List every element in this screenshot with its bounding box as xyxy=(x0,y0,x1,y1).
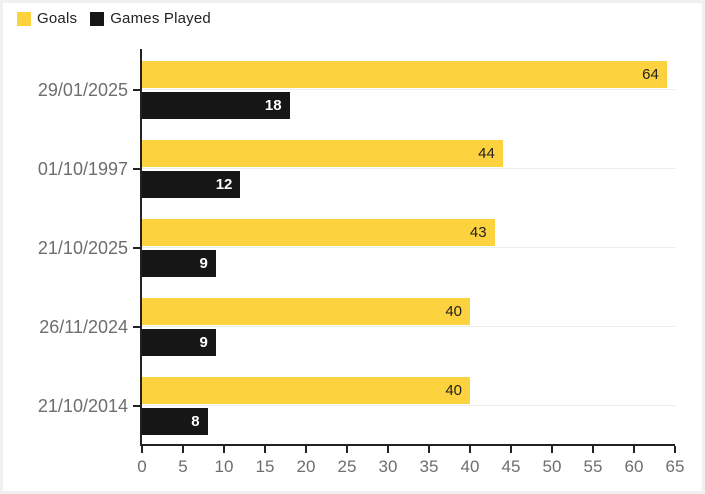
category-row: 01/10/1997 44 12 xyxy=(38,128,675,207)
bar-value-label: 9 xyxy=(199,334,208,351)
bar-games-played[interactable]: 8 xyxy=(142,408,208,435)
x-axis-tick xyxy=(264,446,266,453)
x-axis-tick-label: 30 xyxy=(378,457,398,476)
bar-goals[interactable]: 44 xyxy=(142,140,503,167)
bar-value-label: 8 xyxy=(191,413,200,430)
category-gridline xyxy=(142,326,675,327)
legend-swatch-icon xyxy=(17,11,31,26)
x-axis-tick-label: 55 xyxy=(583,457,603,476)
x-axis-tick-label: 0 xyxy=(137,457,147,476)
category-row: 29/01/2025 64 18 xyxy=(38,49,675,128)
category-gridline xyxy=(142,168,675,169)
x-axis-line xyxy=(140,444,675,446)
x-axis-tick xyxy=(141,446,143,453)
x-axis-tick xyxy=(674,446,676,453)
category-tick xyxy=(133,326,140,328)
x-axis-tick-label: 35 xyxy=(419,457,439,476)
category-row: 26/11/2024 40 9 xyxy=(39,286,675,365)
bar-goals[interactable]: 43 xyxy=(142,219,495,246)
legend-label: Games Played xyxy=(110,10,211,27)
bar-goals[interactable]: 64 xyxy=(142,61,667,88)
x-axis-tick xyxy=(182,446,184,453)
legend-label: Goals xyxy=(37,10,78,27)
bar-value-label: 40 xyxy=(445,382,462,399)
category-tick xyxy=(133,247,140,249)
category-label: 26/11/2024 xyxy=(39,317,128,337)
category-gridline xyxy=(142,247,675,248)
x-axis-tick xyxy=(551,446,553,453)
x-axis-tick-label: 45 xyxy=(501,457,521,476)
category-tick xyxy=(133,405,140,407)
bar-value-label: 44 xyxy=(478,145,495,162)
x-axis-tick-label: 40 xyxy=(460,457,480,476)
x-axis-tick xyxy=(428,446,430,453)
bar-goals[interactable]: 40 xyxy=(142,377,470,404)
bar-games-played[interactable]: 12 xyxy=(142,171,241,198)
bar-value-label: 43 xyxy=(469,224,487,241)
bar-games-played[interactable]: 9 xyxy=(142,250,216,277)
bar-value-label: 18 xyxy=(264,97,282,114)
legend-swatch-icon xyxy=(90,11,105,26)
plot-area: 29/01/2025 64 18 01/10/1997 44 12 21/10/2025 43… xyxy=(38,49,684,476)
x-axis-tick-label: 10 xyxy=(214,457,234,476)
x-axis-tick-label: 60 xyxy=(624,457,644,476)
x-axis-tick xyxy=(223,446,225,453)
x-axis-tick-label: 65 xyxy=(665,457,685,476)
x-axis-tick-label: 20 xyxy=(296,457,316,476)
legend-item-games-played[interactable]: Games Played xyxy=(90,10,211,27)
x-axis-tick xyxy=(387,446,389,453)
category-tick xyxy=(133,89,140,91)
bar-value-label: 40 xyxy=(445,303,462,320)
category-gridline xyxy=(142,405,675,406)
x-axis-tick xyxy=(633,446,635,453)
x-axis-tick-label: 15 xyxy=(255,457,275,476)
category-gridline xyxy=(142,89,675,90)
y-axis-line xyxy=(140,49,142,446)
bar-value-label: 64 xyxy=(642,66,659,83)
x-axis-tick xyxy=(305,446,307,453)
x-axis-tick-label: 25 xyxy=(337,457,357,476)
category-label: 01/10/1997 xyxy=(37,159,128,179)
x-axis-tick-label: 5 xyxy=(178,457,188,476)
category-label: 21/10/2014 xyxy=(37,396,128,416)
x-axis-tick xyxy=(510,446,512,453)
category-row: 21/10/2014 40 8 xyxy=(38,365,675,444)
bar-games-played[interactable]: 18 xyxy=(142,92,290,119)
bar-value-label: 12 xyxy=(215,176,233,193)
x-axis-tick xyxy=(592,446,594,453)
category-row: 21/10/2025 43 9 xyxy=(38,207,675,286)
category-label: 21/10/2025 xyxy=(37,238,128,258)
legend-item-goals[interactable]: Goals xyxy=(17,10,77,27)
category-label: 29/01/2025 xyxy=(37,80,128,100)
bar-games-played[interactable]: 9 xyxy=(142,329,216,356)
category-tick xyxy=(133,168,140,170)
legend: Goals Games Played xyxy=(17,10,211,27)
bar-value-label: 9 xyxy=(199,255,208,272)
x-axis-tick xyxy=(346,446,348,453)
x-axis-tick-label: 50 xyxy=(542,457,562,476)
x-axis-tick xyxy=(469,446,471,453)
bar-goals[interactable]: 40 xyxy=(142,298,470,325)
